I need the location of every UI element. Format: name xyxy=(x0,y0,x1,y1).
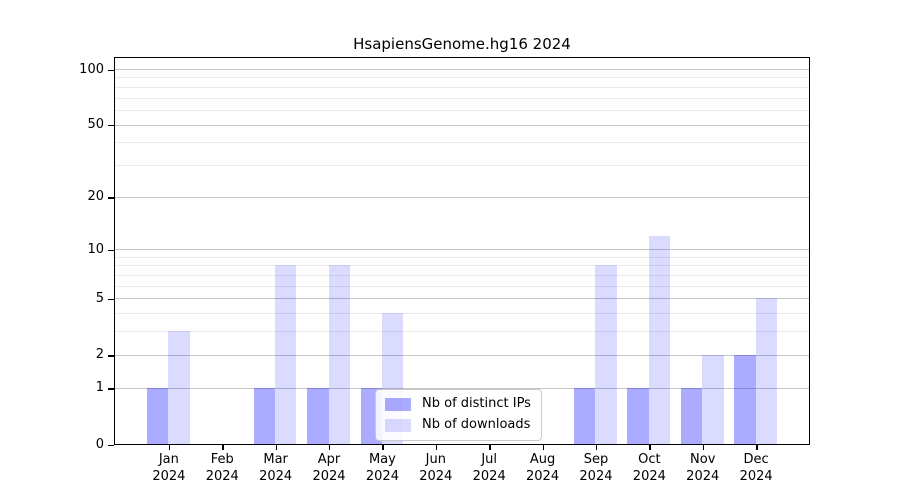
y-axis-tick xyxy=(108,298,114,301)
bar-downloads xyxy=(328,265,350,444)
grid-line-major xyxy=(115,387,809,389)
x-axis-tick-label: Apr 2024 xyxy=(312,452,346,484)
bar-distinct-ips xyxy=(253,387,276,444)
x-axis-tick xyxy=(435,445,438,450)
x-axis-tick-label: Feb 2024 xyxy=(205,452,239,484)
grid-line-minor xyxy=(115,142,809,144)
x-axis-tick-label: Oct 2024 xyxy=(632,452,666,484)
bar-downloads xyxy=(275,265,297,444)
grid-line-major xyxy=(115,69,809,70)
y-axis-tick xyxy=(108,197,114,199)
y-axis-tick xyxy=(108,69,114,71)
y-axis-tick xyxy=(108,249,114,252)
grid-line-major xyxy=(115,124,809,126)
grid-line-minor xyxy=(115,109,809,111)
y-axis-tick-label: 0 xyxy=(95,436,104,452)
x-axis-tick-label: May 2024 xyxy=(365,452,399,484)
legend-label-distinct-ips: Nb of distinct IPs xyxy=(422,396,531,411)
y-axis-tick xyxy=(108,355,114,357)
x-axis-tick xyxy=(595,445,598,450)
x-axis-tick-label: Sep 2024 xyxy=(579,452,613,484)
x-axis-tick-label: Jul 2024 xyxy=(472,452,506,484)
grid-line-minor xyxy=(115,285,809,287)
bar-downloads xyxy=(648,235,671,444)
legend-swatch-distinct-ips xyxy=(385,397,411,411)
grid-line-minor xyxy=(115,265,809,267)
legend: Nb of distinct IPs Nb of downloads xyxy=(375,389,542,441)
x-axis-tick xyxy=(329,445,331,450)
grid-line-minor xyxy=(115,97,809,99)
y-axis-tick xyxy=(108,444,114,446)
chart-title: HsapiensGenome.hg16 2024 xyxy=(353,35,571,53)
grid-line-minor xyxy=(115,77,809,79)
x-axis-tick-label: Aug 2024 xyxy=(526,452,560,484)
plot-area: Nb of distinct IPs Nb of downloads xyxy=(114,57,810,445)
grid-line-major xyxy=(115,196,809,198)
legend-item-downloads: Nb of downloads xyxy=(385,418,531,432)
bar-downloads xyxy=(595,265,617,444)
x-axis-tick xyxy=(649,445,651,450)
grid-line-minor xyxy=(115,275,809,277)
grid-line-major xyxy=(115,298,809,300)
bar-downloads xyxy=(168,331,190,444)
y-axis-tick xyxy=(108,125,114,127)
bar-distinct-ips xyxy=(307,387,329,444)
grid-line-major xyxy=(115,249,809,251)
y-axis-tick-label: 10 xyxy=(87,241,104,257)
x-axis-tick-label: Jan 2024 xyxy=(152,452,186,484)
grid-line-minor xyxy=(115,256,809,258)
y-axis-tick-label: 5 xyxy=(95,290,104,306)
x-axis-tick-label: Nov 2024 xyxy=(686,452,720,484)
bar-distinct-ips xyxy=(734,354,756,444)
grid-line-minor xyxy=(115,86,809,88)
x-axis-tick xyxy=(489,445,491,450)
legend-label-downloads: Nb of downloads xyxy=(422,417,531,432)
bar-distinct-ips xyxy=(627,387,649,444)
bar-downloads xyxy=(755,298,777,444)
x-axis-tick-label: Dec 2024 xyxy=(739,452,773,484)
x-axis-tick xyxy=(168,445,171,450)
bar-distinct-ips xyxy=(574,387,596,444)
x-axis-tick xyxy=(542,445,544,450)
y-axis-tick-label: 1 xyxy=(95,380,104,396)
grid-line-minor xyxy=(115,313,809,315)
y-axis-tick-label: 50 xyxy=(87,117,104,133)
x-axis-tick xyxy=(756,445,758,450)
y-axis-tick-label: 100 xyxy=(79,61,104,77)
x-axis-tick xyxy=(702,445,705,450)
y-axis-tick-label: 20 xyxy=(87,189,104,205)
x-axis-tick xyxy=(222,445,224,450)
bar-distinct-ips xyxy=(680,387,703,444)
grid-line-major xyxy=(115,354,809,356)
bar-distinct-ips xyxy=(147,387,169,444)
x-axis-tick-label: Mar 2024 xyxy=(259,452,293,484)
y-axis-tick-label: 2 xyxy=(95,347,104,363)
legend-item-distinct-ips: Nb of distinct IPs xyxy=(385,397,531,411)
x-axis-tick-label: Jun 2024 xyxy=(419,452,453,484)
grid-line-minor xyxy=(115,164,809,166)
legend-swatch-downloads xyxy=(385,418,411,432)
x-axis-tick xyxy=(382,445,384,450)
x-axis-tick xyxy=(275,445,278,450)
grid-line-minor xyxy=(115,331,809,333)
y-axis-tick xyxy=(108,388,114,390)
bar-downloads xyxy=(702,354,724,444)
